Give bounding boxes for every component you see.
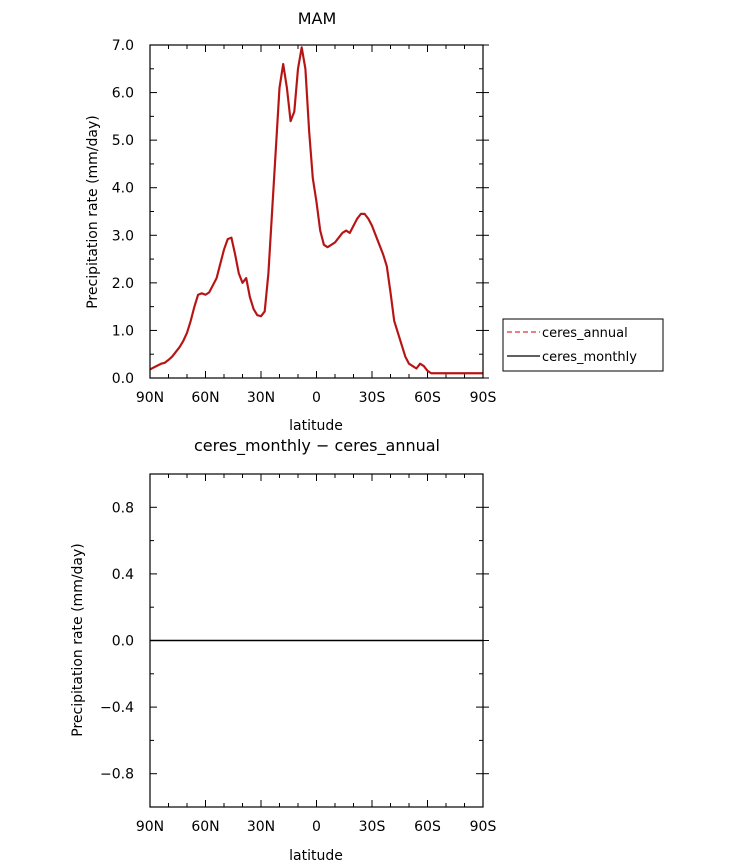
precip-ticks bbox=[149, 44, 489, 379]
difference-y-tick-label: 0.0 bbox=[112, 634, 134, 650]
precip-y-tick-label: 2.0 bbox=[112, 276, 134, 292]
difference-y-axis-title: Precipitation rate (mm/day) bbox=[70, 543, 86, 737]
precip-x-tick-label: 0 bbox=[312, 390, 321, 406]
legend-label-ceres-monthly: ceres_monthly bbox=[542, 350, 637, 365]
precip-y-tick-label: 7.0 bbox=[112, 38, 134, 54]
difference-x-tick-label: 60N bbox=[191, 819, 219, 835]
difference-x-tick-label: 90N bbox=[136, 819, 164, 835]
precip-y-tick-label: 0.0 bbox=[112, 371, 134, 387]
difference-y-tick-label: −0.4 bbox=[100, 700, 134, 716]
precip-y-tick-label: 6.0 bbox=[112, 86, 134, 102]
difference-y-tick-label: 0.8 bbox=[112, 500, 134, 516]
precip-y-axis-title: Precipitation rate (mm/day) bbox=[85, 115, 101, 309]
legend-box bbox=[502, 318, 664, 372]
precip-x-tick-label: 30S bbox=[359, 390, 386, 406]
precip-series-line-ceres-monthly bbox=[149, 46, 483, 374]
precip-x-axis-title: latitude bbox=[289, 418, 343, 434]
precip-y-tick-label: 5.0 bbox=[112, 133, 134, 149]
difference-tick-labels: 90N 60N 30N 0 30S 60S 90S −0.8 −0.4 0.0 0.4 0.8 bbox=[100, 500, 496, 835]
legend: ceres_annual ceres_monthly bbox=[502, 318, 664, 372]
difference-panel: ceres_monthly − ceres_annual 90N 60N 30N 0 3… bbox=[70, 436, 496, 864]
precip-plot-frame bbox=[149, 44, 484, 379]
precip-y-tick-label: 4.0 bbox=[112, 181, 134, 197]
difference-x-tick-label: 90S bbox=[470, 819, 497, 835]
precip-series-line-ceres-annual bbox=[149, 46, 483, 375]
difference-x-axis-title: latitude bbox=[289, 848, 343, 864]
difference-y-tick-label: −0.8 bbox=[100, 767, 134, 783]
precip-x-tick-label: 60N bbox=[191, 390, 219, 406]
difference-x-tick-label: 0 bbox=[312, 819, 321, 835]
legend-label-ceres-annual: ceres_annual bbox=[542, 326, 628, 341]
precip-x-tick-label: 90S bbox=[470, 390, 497, 406]
precip-tick-labels: 90N 60N 30N 0 30S 60S 90S 0.0 1.0 2.0 3.0 4.0 5.0 6.0… bbox=[112, 38, 497, 406]
precip-panel: MAM 90N 60N 30N 0 30S 60S 90S 0.0 1.0 2.0 3.0 4.0 5.… bbox=[85, 9, 664, 434]
difference-y-tick-label: 0.4 bbox=[112, 567, 134, 583]
precip-y-tick-label: 1.0 bbox=[112, 323, 134, 339]
precip-plot-title: MAM bbox=[298, 9, 337, 28]
difference-x-tick-label: 30N bbox=[247, 819, 275, 835]
precip-x-tick-label: 60S bbox=[414, 390, 441, 406]
difference-x-tick-label: 60S bbox=[414, 819, 441, 835]
difference-x-tick-label: 30S bbox=[359, 819, 386, 835]
difference-plot-frame bbox=[149, 473, 484, 808]
precip-x-tick-label: 30N bbox=[247, 390, 275, 406]
precip-series bbox=[149, 46, 483, 375]
difference-plot-title: ceres_monthly − ceres_annual bbox=[194, 436, 440, 456]
precip-y-tick-label: 3.0 bbox=[112, 228, 134, 244]
precip-x-tick-label: 90N bbox=[136, 390, 164, 406]
